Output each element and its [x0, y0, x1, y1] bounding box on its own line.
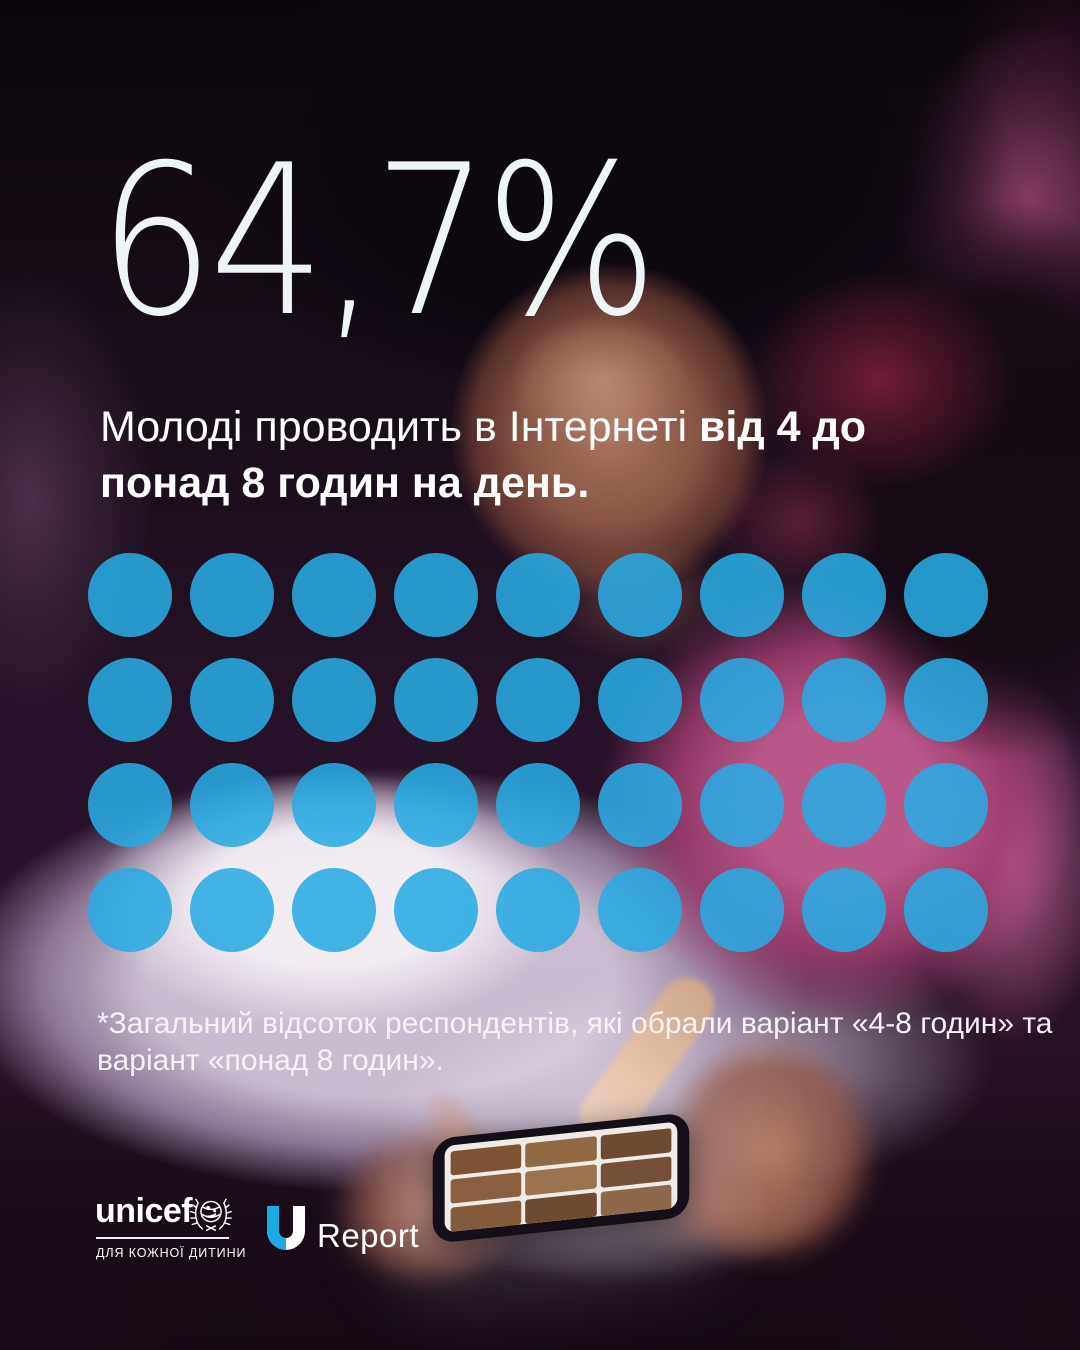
dot	[496, 553, 580, 637]
smartphone-screen	[444, 1121, 678, 1233]
dot	[88, 868, 172, 952]
dot	[292, 553, 376, 637]
dot	[190, 553, 274, 637]
dot	[190, 868, 274, 952]
dot	[700, 868, 784, 952]
footnote-line2: варіант «понад 8 годин».	[97, 1044, 444, 1077]
dot	[904, 763, 988, 847]
dot	[802, 868, 886, 952]
dot	[496, 763, 580, 847]
dot	[598, 553, 682, 637]
dot	[802, 553, 886, 637]
ureport-text: Report	[317, 1217, 420, 1254]
dot	[292, 763, 376, 847]
unicef-tagline: для кожної дитини	[96, 1246, 247, 1260]
unicef-emblem-icon	[190, 1198, 232, 1231]
dot-grid	[88, 553, 988, 952]
dot	[394, 553, 478, 637]
dot	[496, 658, 580, 742]
dot	[88, 763, 172, 847]
dot	[598, 658, 682, 742]
dot	[802, 658, 886, 742]
dot	[190, 763, 274, 847]
dot	[700, 763, 784, 847]
dot	[700, 658, 784, 742]
dot	[700, 553, 784, 637]
dot	[598, 763, 682, 847]
footnote: *Загальний відсоток респондентів, які об…	[97, 1005, 1052, 1079]
unicef-wordmark: unicef	[95, 1192, 193, 1230]
dot	[88, 658, 172, 742]
ureport-logo: Report	[267, 1206, 420, 1254]
unicef-divider-line	[96, 1237, 229, 1239]
dot	[904, 658, 988, 742]
dot	[394, 658, 478, 742]
subtitle-regular: Молоді проводить в Інтернеті	[100, 403, 699, 451]
dot	[496, 868, 580, 952]
dot	[802, 763, 886, 847]
dot	[292, 658, 376, 742]
dot	[904, 553, 988, 637]
dot	[904, 868, 988, 952]
u-glyph-icon	[267, 1206, 305, 1250]
dot	[394, 868, 478, 952]
dot	[292, 868, 376, 952]
headline-percentage: 64,7%	[98, 121, 658, 363]
subtitle-line1: Молоді проводить в Інтернеті від 4 до	[100, 403, 866, 451]
footnote-line1: *Загальний відсоток респондентів, які об…	[97, 1007, 1053, 1040]
subtitle-bold-part2: понад 8 годин на день.	[100, 459, 590, 507]
dot	[190, 658, 274, 742]
subtitle: Молоді проводить в Інтернеті від 4 до по…	[100, 399, 866, 511]
dot	[394, 763, 478, 847]
subtitle-bold-part1: від 4 до	[698, 403, 867, 451]
dot	[88, 553, 172, 637]
dot	[598, 868, 682, 952]
